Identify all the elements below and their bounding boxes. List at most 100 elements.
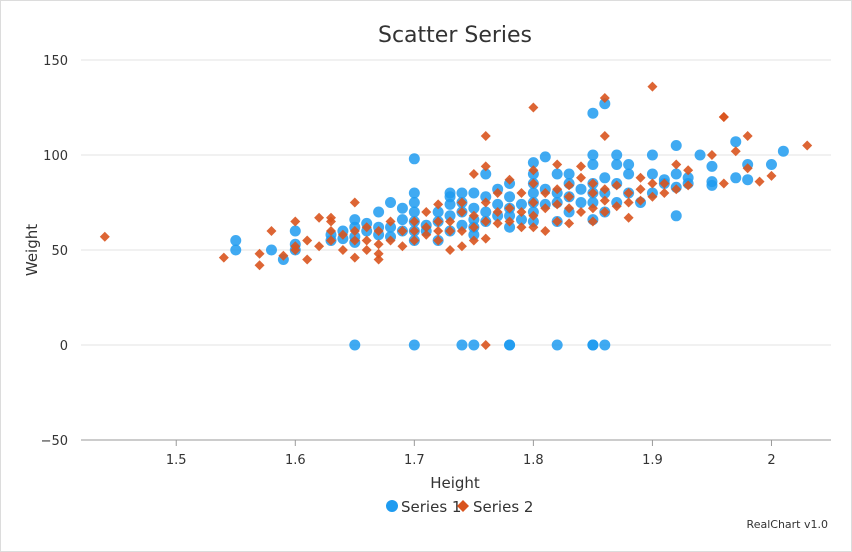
data-point[interactable] <box>587 107 599 119</box>
data-point[interactable] <box>563 168 575 180</box>
data-point[interactable] <box>528 165 539 176</box>
data-point[interactable] <box>528 210 539 221</box>
data-point[interactable] <box>480 197 491 208</box>
data-point[interactable] <box>552 159 563 170</box>
data-point[interactable] <box>587 339 599 351</box>
data-point[interactable] <box>765 159 777 170</box>
data-point[interactable] <box>337 245 348 255</box>
data-point[interactable] <box>361 222 372 233</box>
data-point[interactable] <box>802 140 813 151</box>
data-point[interactable] <box>266 226 277 236</box>
data-point[interactable] <box>349 197 360 208</box>
data-point[interactable] <box>551 339 563 351</box>
data-point[interactable] <box>432 206 444 218</box>
data-point[interactable] <box>349 226 360 236</box>
credits-label[interactable]: RealChart v1.0 <box>747 518 828 531</box>
data-point[interactable] <box>706 150 717 160</box>
data-point[interactable] <box>290 241 301 252</box>
data-point[interactable] <box>742 174 754 186</box>
data-point[interactable] <box>456 339 468 351</box>
data-point[interactable] <box>456 187 468 199</box>
data-point[interactable] <box>480 191 492 203</box>
legend-item-series-1[interactable]: Series 1 <box>386 498 461 516</box>
data-point[interactable] <box>742 131 753 141</box>
data-point[interactable] <box>385 221 397 233</box>
data-point[interactable] <box>492 188 503 198</box>
data-point[interactable] <box>492 198 504 210</box>
data-point[interactable] <box>396 214 408 226</box>
data-point[interactable] <box>230 235 242 246</box>
data-point[interactable] <box>599 98 611 110</box>
data-point[interactable] <box>456 226 467 236</box>
data-point[interactable] <box>326 212 336 223</box>
data-point[interactable] <box>647 81 658 92</box>
data-point[interactable] <box>468 202 480 214</box>
data-point[interactable] <box>433 235 444 246</box>
data-point[interactable] <box>670 140 682 151</box>
data-point[interactable] <box>671 159 682 170</box>
data-point[interactable] <box>671 184 682 195</box>
data-point[interactable] <box>385 197 397 208</box>
data-point[interactable] <box>683 180 694 191</box>
data-point[interactable] <box>480 233 491 244</box>
data-point[interactable] <box>683 165 694 176</box>
data-point[interactable] <box>349 252 360 263</box>
data-point[interactable] <box>659 188 670 198</box>
data-point[interactable] <box>587 149 599 161</box>
data-point[interactable] <box>515 214 527 226</box>
data-point[interactable] <box>504 221 516 233</box>
data-point[interactable] <box>504 339 516 351</box>
data-point[interactable] <box>456 219 468 231</box>
data-point[interactable] <box>349 235 360 246</box>
data-point[interactable] <box>445 216 456 227</box>
data-point[interactable] <box>480 206 492 218</box>
data-point[interactable] <box>337 229 348 240</box>
data-point[interactable] <box>646 168 658 180</box>
data-point[interactable] <box>480 131 491 141</box>
data-point[interactable] <box>468 339 480 351</box>
data-point[interactable] <box>445 245 456 255</box>
data-point[interactable] <box>528 222 539 233</box>
data-point[interactable] <box>385 235 396 246</box>
data-point[interactable] <box>647 191 658 202</box>
data-point[interactable] <box>504 216 515 227</box>
data-point[interactable] <box>611 201 622 212</box>
data-point[interactable] <box>433 199 444 210</box>
data-point[interactable] <box>480 340 491 350</box>
data-point[interactable] <box>504 210 516 222</box>
data-point[interactable] <box>730 172 742 184</box>
data-point[interactable] <box>445 226 456 236</box>
data-point[interactable] <box>326 226 336 236</box>
data-point[interactable] <box>326 235 336 246</box>
data-point[interactable] <box>409 235 420 246</box>
data-point[interactable] <box>409 226 420 236</box>
data-point[interactable] <box>468 187 480 199</box>
data-point[interactable] <box>576 161 586 172</box>
data-point[interactable] <box>515 198 527 210</box>
data-point[interactable] <box>670 168 682 180</box>
data-point[interactable] <box>706 176 718 188</box>
data-point[interactable] <box>516 207 527 217</box>
data-point[interactable] <box>528 178 539 189</box>
data-point[interactable] <box>456 197 467 208</box>
data-point[interactable] <box>623 168 635 180</box>
data-point[interactable] <box>587 159 599 170</box>
data-point[interactable] <box>587 203 598 214</box>
data-point[interactable] <box>587 216 598 227</box>
data-point[interactable] <box>373 254 384 265</box>
data-point[interactable] <box>540 226 551 236</box>
data-point[interactable] <box>373 239 384 250</box>
data-point[interactable] <box>433 226 444 236</box>
data-point[interactable] <box>540 203 551 214</box>
data-point[interactable] <box>278 250 289 261</box>
data-point[interactable] <box>599 207 610 217</box>
data-point[interactable] <box>516 188 527 198</box>
data-point[interactable] <box>552 199 563 210</box>
data-point[interactable] <box>611 159 623 170</box>
data-point[interactable] <box>623 159 635 170</box>
data-point[interactable] <box>385 216 396 227</box>
data-point[interactable] <box>396 202 408 214</box>
data-point[interactable] <box>611 149 623 161</box>
data-point[interactable] <box>647 178 658 189</box>
data-point[interactable] <box>611 180 622 191</box>
